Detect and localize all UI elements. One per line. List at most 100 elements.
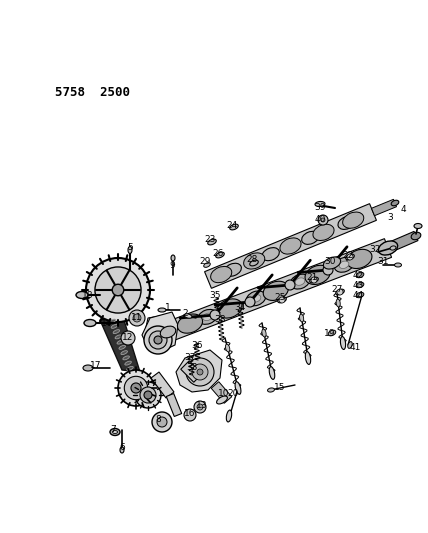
Ellipse shape xyxy=(356,292,364,298)
Circle shape xyxy=(192,364,208,380)
Ellipse shape xyxy=(269,367,275,379)
Ellipse shape xyxy=(280,238,301,254)
Polygon shape xyxy=(164,239,392,341)
Text: 20: 20 xyxy=(227,389,239,398)
Ellipse shape xyxy=(358,273,362,277)
Ellipse shape xyxy=(358,294,362,296)
Circle shape xyxy=(210,310,220,320)
Ellipse shape xyxy=(230,224,238,230)
Text: 37: 37 xyxy=(184,353,196,362)
Ellipse shape xyxy=(84,319,96,327)
Text: 39: 39 xyxy=(314,204,326,213)
Text: 19: 19 xyxy=(324,328,336,337)
Text: 40: 40 xyxy=(314,215,326,224)
Polygon shape xyxy=(181,361,202,382)
Ellipse shape xyxy=(262,248,279,261)
Ellipse shape xyxy=(211,266,232,282)
Ellipse shape xyxy=(302,231,319,244)
Ellipse shape xyxy=(216,252,224,258)
Ellipse shape xyxy=(290,274,310,289)
Text: 27: 27 xyxy=(331,286,343,295)
Text: 8: 8 xyxy=(155,416,161,424)
Circle shape xyxy=(184,409,196,421)
Text: 22: 22 xyxy=(342,251,354,260)
Circle shape xyxy=(194,401,206,413)
Ellipse shape xyxy=(324,257,341,269)
Ellipse shape xyxy=(119,345,125,349)
Circle shape xyxy=(318,215,328,225)
Ellipse shape xyxy=(217,396,227,404)
Text: 24: 24 xyxy=(226,221,238,230)
Ellipse shape xyxy=(305,352,311,365)
Polygon shape xyxy=(386,231,418,253)
Ellipse shape xyxy=(391,200,399,206)
Text: 1: 1 xyxy=(165,303,171,312)
Ellipse shape xyxy=(160,326,176,338)
Circle shape xyxy=(140,387,156,403)
Text: 7: 7 xyxy=(110,425,116,434)
Ellipse shape xyxy=(244,253,265,269)
Circle shape xyxy=(197,369,203,375)
Text: 5758  2500: 5758 2500 xyxy=(55,85,130,99)
Ellipse shape xyxy=(347,249,372,269)
Circle shape xyxy=(135,382,161,408)
Ellipse shape xyxy=(83,365,93,371)
Ellipse shape xyxy=(125,361,131,365)
Text: 3: 3 xyxy=(387,214,393,222)
Text: 28: 28 xyxy=(246,255,258,264)
Ellipse shape xyxy=(263,281,288,301)
Ellipse shape xyxy=(300,314,304,322)
Text: 21: 21 xyxy=(306,273,318,282)
Circle shape xyxy=(285,280,295,290)
Ellipse shape xyxy=(235,382,241,394)
Ellipse shape xyxy=(262,329,266,337)
Ellipse shape xyxy=(356,282,364,288)
Text: 17: 17 xyxy=(90,360,102,369)
Ellipse shape xyxy=(203,313,212,321)
Text: 32: 32 xyxy=(369,246,380,254)
Circle shape xyxy=(197,404,203,410)
Text: 14: 14 xyxy=(101,319,113,327)
Ellipse shape xyxy=(226,344,230,352)
Text: 41: 41 xyxy=(349,343,361,352)
Text: 44: 44 xyxy=(352,290,364,300)
Polygon shape xyxy=(211,382,232,403)
Text: 38: 38 xyxy=(214,316,226,325)
Text: 31: 31 xyxy=(377,257,389,266)
Ellipse shape xyxy=(123,356,129,360)
Ellipse shape xyxy=(334,257,354,272)
Ellipse shape xyxy=(278,297,286,303)
Ellipse shape xyxy=(204,263,210,268)
Text: 29: 29 xyxy=(199,257,211,266)
Text: 35: 35 xyxy=(209,290,221,300)
Ellipse shape xyxy=(184,314,192,318)
Text: 18: 18 xyxy=(82,290,94,300)
Ellipse shape xyxy=(226,410,232,422)
Ellipse shape xyxy=(208,239,216,245)
Ellipse shape xyxy=(348,342,352,349)
Circle shape xyxy=(124,376,148,400)
Ellipse shape xyxy=(113,329,120,334)
Circle shape xyxy=(279,297,285,303)
Circle shape xyxy=(154,336,162,344)
Text: 2: 2 xyxy=(182,309,188,318)
Ellipse shape xyxy=(251,295,261,302)
Ellipse shape xyxy=(178,314,202,333)
Text: 9: 9 xyxy=(169,261,175,270)
Ellipse shape xyxy=(340,336,345,350)
Ellipse shape xyxy=(117,340,124,344)
Ellipse shape xyxy=(111,325,118,328)
Circle shape xyxy=(337,289,343,295)
Ellipse shape xyxy=(343,212,364,228)
Polygon shape xyxy=(142,312,178,352)
Text: 12: 12 xyxy=(122,334,134,343)
Ellipse shape xyxy=(120,447,124,453)
Ellipse shape xyxy=(109,319,116,323)
Circle shape xyxy=(144,391,152,399)
Circle shape xyxy=(321,218,325,222)
Ellipse shape xyxy=(310,277,318,283)
Ellipse shape xyxy=(171,255,175,261)
Ellipse shape xyxy=(390,246,396,250)
Ellipse shape xyxy=(113,431,118,433)
Circle shape xyxy=(86,258,150,322)
